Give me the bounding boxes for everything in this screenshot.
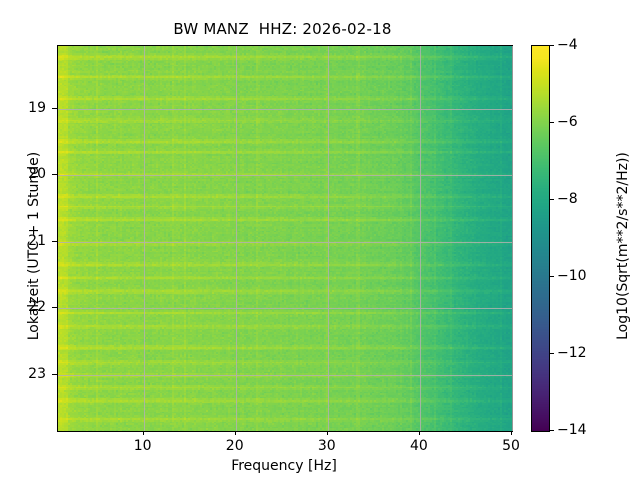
colorbar-tick-label: −4 xyxy=(557,37,578,53)
x-tick-label: 10 xyxy=(133,438,152,454)
y-tick-label: 21 xyxy=(28,232,46,249)
colorbar-gradient xyxy=(532,46,549,431)
grid-line-vertical xyxy=(512,46,513,431)
y-tick xyxy=(52,174,57,176)
colorbar-tick xyxy=(549,122,554,123)
y-tick xyxy=(52,108,57,110)
grid-line-horizontal xyxy=(58,175,512,177)
colorbar-tick xyxy=(549,353,554,354)
y-tick xyxy=(52,307,57,309)
x-tick-label: 50 xyxy=(502,438,520,454)
colorbar-tick xyxy=(549,276,554,277)
colorbar-tick xyxy=(549,199,554,200)
grid-line-vertical xyxy=(235,46,237,431)
colorbar-tick xyxy=(549,45,554,46)
colorbar-label: Log10(Sqrt(m**2/s**2/Hz)) xyxy=(615,152,631,340)
x-axis-label: Frequency [Hz] xyxy=(231,458,337,474)
colorbar-tick-label: −8 xyxy=(557,191,578,207)
grid-line-vertical xyxy=(327,46,329,431)
y-tick-label: 20 xyxy=(28,166,46,183)
colorbar-tick-label: −12 xyxy=(557,345,587,361)
x-tick-label: 20 xyxy=(225,438,244,454)
y-tick-label: 23 xyxy=(28,365,46,382)
x-tick xyxy=(142,431,144,435)
spectrogram-plot-area xyxy=(57,45,513,432)
grid-line-horizontal xyxy=(58,109,512,111)
x-tick xyxy=(418,431,420,435)
spectrogram-image xyxy=(58,46,512,431)
grid-line-horizontal xyxy=(58,374,512,376)
y-tick-label: 19 xyxy=(28,100,46,117)
colorbar-tick-label: −10 xyxy=(557,268,587,284)
colorbar xyxy=(531,45,550,432)
grid-line-horizontal xyxy=(58,241,512,243)
x-tick-label: 40 xyxy=(409,438,428,454)
colorbar-tick-label: −14 xyxy=(557,422,587,438)
y-tick xyxy=(52,373,57,375)
y-tick-label: 22 xyxy=(28,299,46,316)
x-tick xyxy=(326,431,328,435)
x-tick xyxy=(234,431,236,435)
grid-line-vertical xyxy=(419,46,421,431)
x-tick-label: 30 xyxy=(317,438,336,454)
colorbar-tick-label: −6 xyxy=(557,114,578,130)
figure-title: BW MANZ HHZ: 2026-02-18 xyxy=(173,20,392,38)
grid-line-vertical xyxy=(143,46,145,431)
y-tick xyxy=(52,240,57,242)
grid-line-horizontal xyxy=(58,308,512,310)
x-tick xyxy=(511,431,512,435)
colorbar-tick xyxy=(549,430,554,431)
